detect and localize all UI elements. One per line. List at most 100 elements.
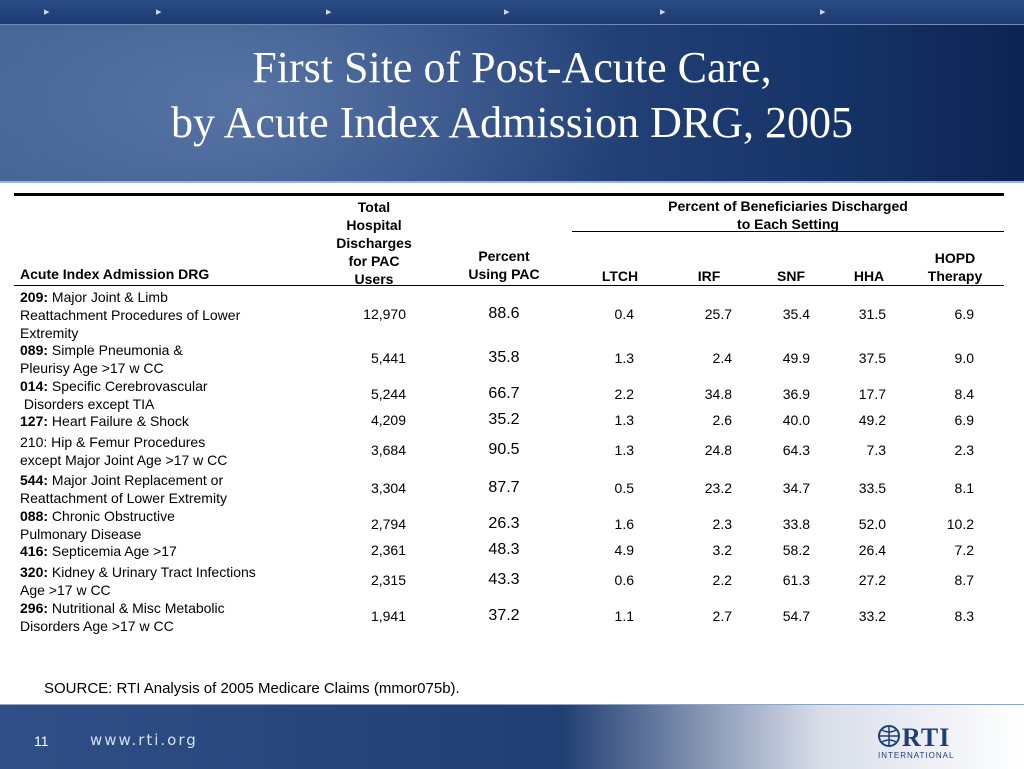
cell-irf: 2.7 <box>712 608 732 624</box>
cell-snf: 64.3 <box>782 442 810 458</box>
cell-ltch: 2.2 <box>614 386 634 402</box>
drg-code: 088: <box>20 508 52 524</box>
cell-ltch: 1.3 <box>614 412 634 428</box>
chevron-right-icon: ▸ <box>504 5 510 18</box>
cell-percent-pac: 37.2 <box>488 607 520 624</box>
chevron-right-icon: ▸ <box>820 5 826 18</box>
cell-percent-pac: 26.3 <box>488 515 520 532</box>
title-line-2: by Acute Index Admission DRG, 2005 <box>171 98 853 147</box>
drg-line: 320: Kidney & Urinary Tract Infections <box>20 564 256 580</box>
cell-total-discharges: 5,441 <box>370 350 406 366</box>
table-row: 209: Major Joint & Limb Reattachment Proc… <box>14 288 1004 342</box>
cell-total-discharges: 2,794 <box>370 516 406 532</box>
cell-ltch: 1.3 <box>614 442 634 458</box>
footer-url: www.rti.org <box>90 731 198 749</box>
cell-hha: 49.2 <box>858 412 886 428</box>
cell-irf: 2.6 <box>712 412 732 428</box>
slide-title: First Site of Post-Acute Care, by Acute … <box>0 40 1024 150</box>
page-number: 11 <box>34 733 49 749</box>
cell-irf: 25.7 <box>704 306 732 322</box>
drg-line: 014: Specific Cerebrovascular <box>20 378 208 394</box>
cell-ltch: 1.6 <box>614 516 634 532</box>
cell-percent-pac: 90.5 <box>488 441 520 458</box>
drg-line: 544: Major Joint Replacement or <box>20 472 224 488</box>
cell-ltch: 0.5 <box>614 480 634 496</box>
rti-logo: RTI INTERNATIONAL <box>878 721 958 761</box>
cell-hopd: 10.2 <box>946 516 974 532</box>
drg-line: 296: Nutritional & Misc Metabolic <box>20 600 225 616</box>
drg-description: 296: Nutritional & Misc Metabolic Disorde… <box>20 599 225 635</box>
cell-irf: 2.3 <box>712 516 732 532</box>
drg-code: 089: <box>20 342 52 358</box>
drg-description: 320: Kidney & Urinary Tract Infections Ag… <box>20 563 256 599</box>
drg-line: Age >17 w CC <box>20 582 111 598</box>
drg-line: 416: Septicemia Age >17 <box>20 543 177 559</box>
drg-description: 088: Chronic Obstructive Pulmonary Diseas… <box>20 507 175 543</box>
cell-snf: 36.9 <box>782 386 810 402</box>
cell-ltch: 0.6 <box>614 572 634 588</box>
header-line: to Each Setting <box>737 216 839 232</box>
drg-line: 089: Simple Pneumonia & <box>20 342 183 358</box>
cell-percent-pac: 48.3 <box>488 541 520 558</box>
table-row: 127: Heart Failure & Shock 4,209 35.2 1.3 2.… <box>14 411 1004 430</box>
header-line: Therapy <box>927 268 983 284</box>
drg-line: Extremity <box>20 325 79 341</box>
cell-hha: 27.2 <box>858 572 886 588</box>
cell-snf: 34.7 <box>782 480 810 496</box>
cell-ltch: 4.9 <box>614 542 634 558</box>
drg-code: 416: <box>20 543 52 559</box>
drg-line: Pleurisy Age >17 w CC <box>20 360 164 376</box>
header-line: Discharges <box>336 235 412 251</box>
source-note: SOURCE: RTI Analysis of 2005 Medicare Cl… <box>44 680 460 697</box>
col-header-hopd: HOPD Therapy <box>920 249 990 285</box>
table-row: 320: Kidney & Urinary Tract Infections Ag… <box>14 563 1004 599</box>
top-nav-strip: ▸ ▸ ▸ ▸ ▸ ▸ <box>0 0 1024 25</box>
cell-hha: 33.5 <box>858 480 886 496</box>
cell-total-discharges: 5,244 <box>370 386 406 402</box>
drg-code: 014: <box>20 378 52 394</box>
cell-hopd: 2.3 <box>954 442 974 458</box>
header-line: Percent <box>478 248 530 264</box>
cell-total-discharges: 3,304 <box>370 480 406 496</box>
cell-total-discharges: 1,941 <box>370 608 406 624</box>
table-row: 089: Simple Pneumonia & Pleurisy Age >17 … <box>14 341 1004 377</box>
col-header-group: Percent of Beneficiaries Discharged to Ea… <box>614 197 962 233</box>
cell-hha: 26.4 <box>858 542 886 558</box>
drg-code: 296: <box>20 600 52 616</box>
slide-header: ▸ ▸ ▸ ▸ ▸ ▸ First Site of Post-Acute Car… <box>0 0 1024 183</box>
cell-percent-pac: 87.7 <box>488 479 520 496</box>
cell-hopd: 6.9 <box>954 412 974 428</box>
cell-snf: 61.3 <box>782 572 810 588</box>
drg-code: 320: <box>20 564 52 580</box>
drg-line: 088: Chronic Obstructive <box>20 508 175 524</box>
group-header-rule <box>572 231 1004 232</box>
header-line: Percent of Beneficiaries Discharged <box>668 198 908 214</box>
cell-hha: 52.0 <box>858 516 886 532</box>
cell-ltch: 1.3 <box>614 350 634 366</box>
cell-snf: 58.2 <box>782 542 810 558</box>
chevron-right-icon: ▸ <box>660 5 666 18</box>
cell-snf: 54.7 <box>782 608 810 624</box>
table-row: 210: Hip & Femur Procedures except Major … <box>14 433 1004 469</box>
header-divider <box>0 181 1024 183</box>
col-header-ltch: LTCH <box>601 268 639 284</box>
header-line: Total <box>357 199 391 215</box>
cell-irf: 24.8 <box>704 442 732 458</box>
drg-description: 210: Hip & Femur Procedures except Major … <box>20 433 227 469</box>
cell-irf: 23.2 <box>704 480 732 496</box>
cell-hopd: 8.7 <box>954 572 974 588</box>
drg-code: 209: <box>20 289 52 305</box>
drg-description: 209: Major Joint & Limb Reattachment Proc… <box>20 288 240 342</box>
col-header-percent-pac: Percent Using PAC <box>454 247 554 283</box>
col-header-irf: IRF <box>697 268 721 284</box>
cell-snf: 40.0 <box>782 412 810 428</box>
cell-irf: 3.2 <box>712 542 732 558</box>
drg-line: 127: Heart Failure & Shock <box>20 413 189 429</box>
logo-subtext: INTERNATIONAL <box>878 751 955 760</box>
chevron-right-icon: ▸ <box>44 5 50 18</box>
header-bottom-rule <box>14 285 1004 286</box>
table-row: 014: Specific Cerebrovascular Disorders … <box>14 377 1004 413</box>
cell-irf: 2.4 <box>712 350 732 366</box>
drg-line: 210: Hip & Femur Procedures <box>20 434 206 450</box>
col-header-hha: HHA <box>853 268 885 284</box>
